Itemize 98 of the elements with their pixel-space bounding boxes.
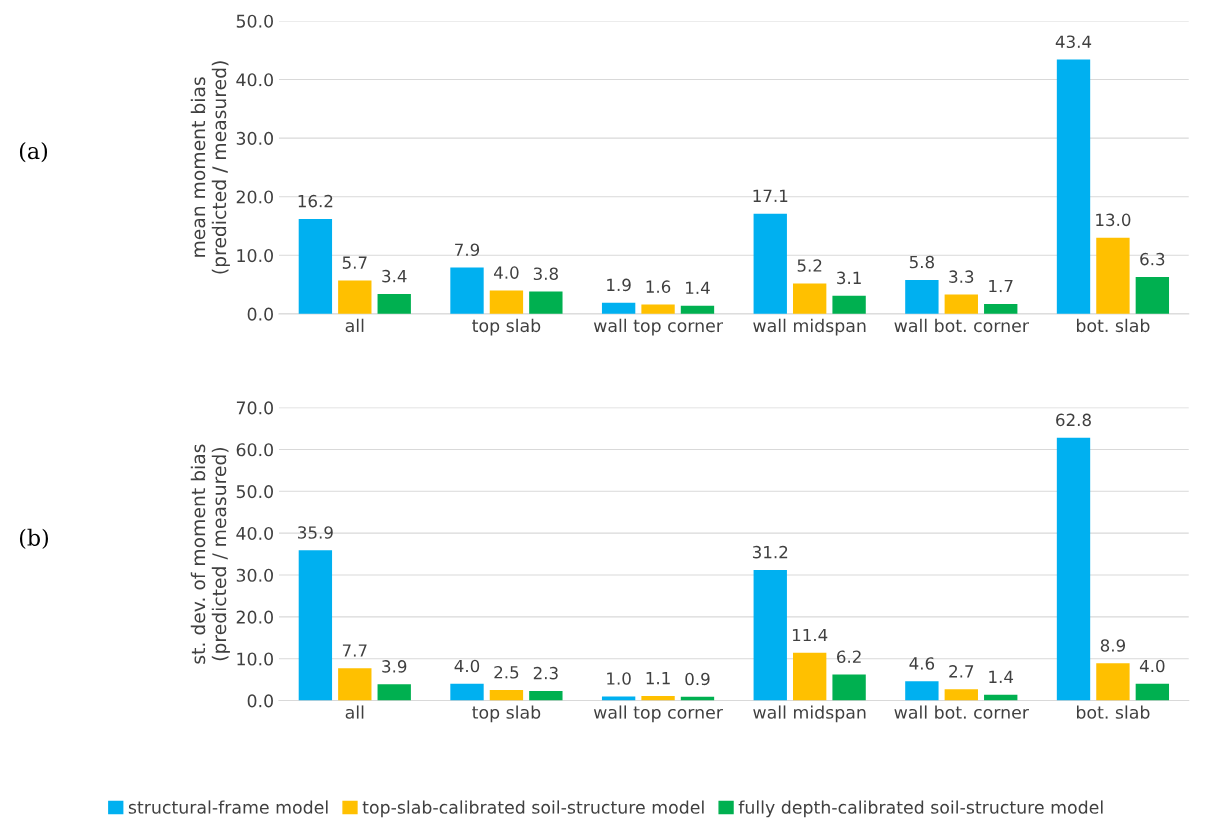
- data-label: 1.7: [989, 279, 1013, 293]
- x-tick-label: all: [345, 705, 364, 719]
- data-label: 43.4: [1055, 35, 1092, 49]
- data-label: 4.6: [909, 657, 935, 670]
- data-label: 2.3: [533, 666, 558, 680]
- bar: [832, 295, 866, 314]
- y-tick-label: 30.0: [236, 568, 273, 582]
- data-label: 11.4: [792, 628, 828, 642]
- bar: [298, 550, 333, 701]
- y-tick-label: 70.0: [236, 401, 273, 415]
- data-label: 5.8: [909, 255, 934, 269]
- bar: [450, 683, 484, 701]
- bar: [1096, 237, 1130, 314]
- data-label: 5.7: [342, 256, 367, 269]
- y-tick-label: 20.0: [236, 610, 273, 624]
- bar: [601, 696, 636, 701]
- x-tick-label: bot. slab: [1077, 705, 1150, 719]
- bar: [489, 690, 524, 701]
- bar: [905, 681, 939, 701]
- y-tick-label: 0.0: [247, 694, 273, 708]
- bar: [1056, 59, 1091, 314]
- bar: [944, 689, 978, 701]
- legend-label: top-slab-calibrated soil-structure model: [362, 800, 704, 818]
- data-label: 4.0: [493, 266, 519, 279]
- data-label: 6.3: [1140, 252, 1165, 266]
- y-tick-label: 30.0: [236, 131, 273, 145]
- legend-label: structural-frame model: [128, 800, 328, 814]
- y-tick-label: 50.0: [236, 14, 273, 28]
- bar: [832, 674, 866, 701]
- y-tick-label: 10.0: [237, 249, 273, 263]
- data-label: 3.3: [949, 270, 974, 283]
- x-tick-label: wall top corner: [593, 705, 723, 723]
- bar: [753, 213, 787, 314]
- data-label: 8.9: [1100, 639, 1126, 652]
- data-label: 62.8: [1056, 413, 1091, 427]
- y-axis-title: st. dev. of moment bias (predicted / measured): [190, 444, 230, 664]
- data-label: 5.2: [797, 259, 822, 272]
- bar: [905, 279, 939, 314]
- data-label: 16.2: [298, 194, 333, 208]
- data-label: 7.9: [455, 243, 480, 257]
- bar: [793, 283, 827, 314]
- data-label: 4.0: [454, 659, 480, 673]
- y-tick-label: 60.0: [236, 443, 273, 457]
- x-tick-label: wall midspan: [753, 318, 866, 336]
- y-tick-label: 20.0: [236, 190, 273, 204]
- bar: [377, 293, 411, 314]
- x-tick-label: wall midspan: [753, 705, 866, 723]
- y-tick-label: 0.0: [247, 307, 273, 321]
- x-tick-label: top slab: [472, 318, 541, 336]
- x-tick-label: all: [345, 318, 364, 333]
- data-label: 6.2: [837, 650, 861, 664]
- x-tick-label: wall bot. corner: [894, 318, 1029, 333]
- data-label: 1.6: [646, 280, 671, 293]
- y-axis-title: mean moment bias (predicted / measured): [190, 61, 230, 274]
- bar: [944, 294, 978, 314]
- bar: [1096, 663, 1130, 701]
- data-label: 4.0: [1139, 659, 1165, 673]
- x-tick-label: bot. slab: [1077, 318, 1150, 333]
- data-label: 1.0: [607, 672, 631, 685]
- data-label: 31.2: [752, 545, 788, 559]
- data-label: 7.7: [342, 644, 367, 657]
- x-tick-label: wall bot. corner: [894, 705, 1029, 719]
- data-label: 17.1: [753, 189, 788, 202]
- data-label: 3.8: [533, 267, 558, 281]
- data-label: 1.1: [646, 672, 670, 685]
- bar: [753, 570, 787, 701]
- data-label: 3.1: [837, 271, 861, 285]
- y-tick-label: 40.0: [236, 73, 273, 87]
- y-tick-label: 10.0: [237, 652, 273, 666]
- data-label: 3.4: [382, 269, 407, 283]
- data-label: 13.0: [1096, 213, 1131, 227]
- bar: [1135, 276, 1170, 314]
- data-label: 2.5: [494, 665, 519, 679]
- bar: [529, 291, 563, 314]
- bar: [298, 218, 333, 314]
- data-label: 1.9: [607, 278, 631, 292]
- data-label: 3.9: [382, 660, 407, 673]
- data-label: 35.9: [298, 526, 333, 539]
- text: (a): [19, 142, 48, 163]
- data-label: 2.7: [949, 665, 974, 678]
- bar: [529, 690, 563, 701]
- data-label: 1.4: [686, 281, 710, 294]
- x-tick-label: wall top corner: [593, 318, 723, 336]
- bar: [1056, 437, 1091, 701]
- bar: [1135, 683, 1170, 701]
- bar: [377, 684, 411, 701]
- bar: [489, 290, 524, 314]
- bar: [338, 668, 372, 701]
- bar: [450, 267, 484, 314]
- bar: [793, 652, 827, 701]
- data-label: 1.4: [989, 670, 1014, 683]
- x-tick-label: top slab: [472, 705, 541, 723]
- bar: [338, 280, 372, 314]
- y-tick-label: 50.0: [236, 485, 273, 499]
- legend-label: fully depth-calibrated soil-structure model: [738, 800, 1103, 818]
- y-tick-label: 40.0: [236, 526, 273, 541]
- text: (b): [19, 528, 48, 550]
- data-label: 0.9: [685, 672, 710, 686]
